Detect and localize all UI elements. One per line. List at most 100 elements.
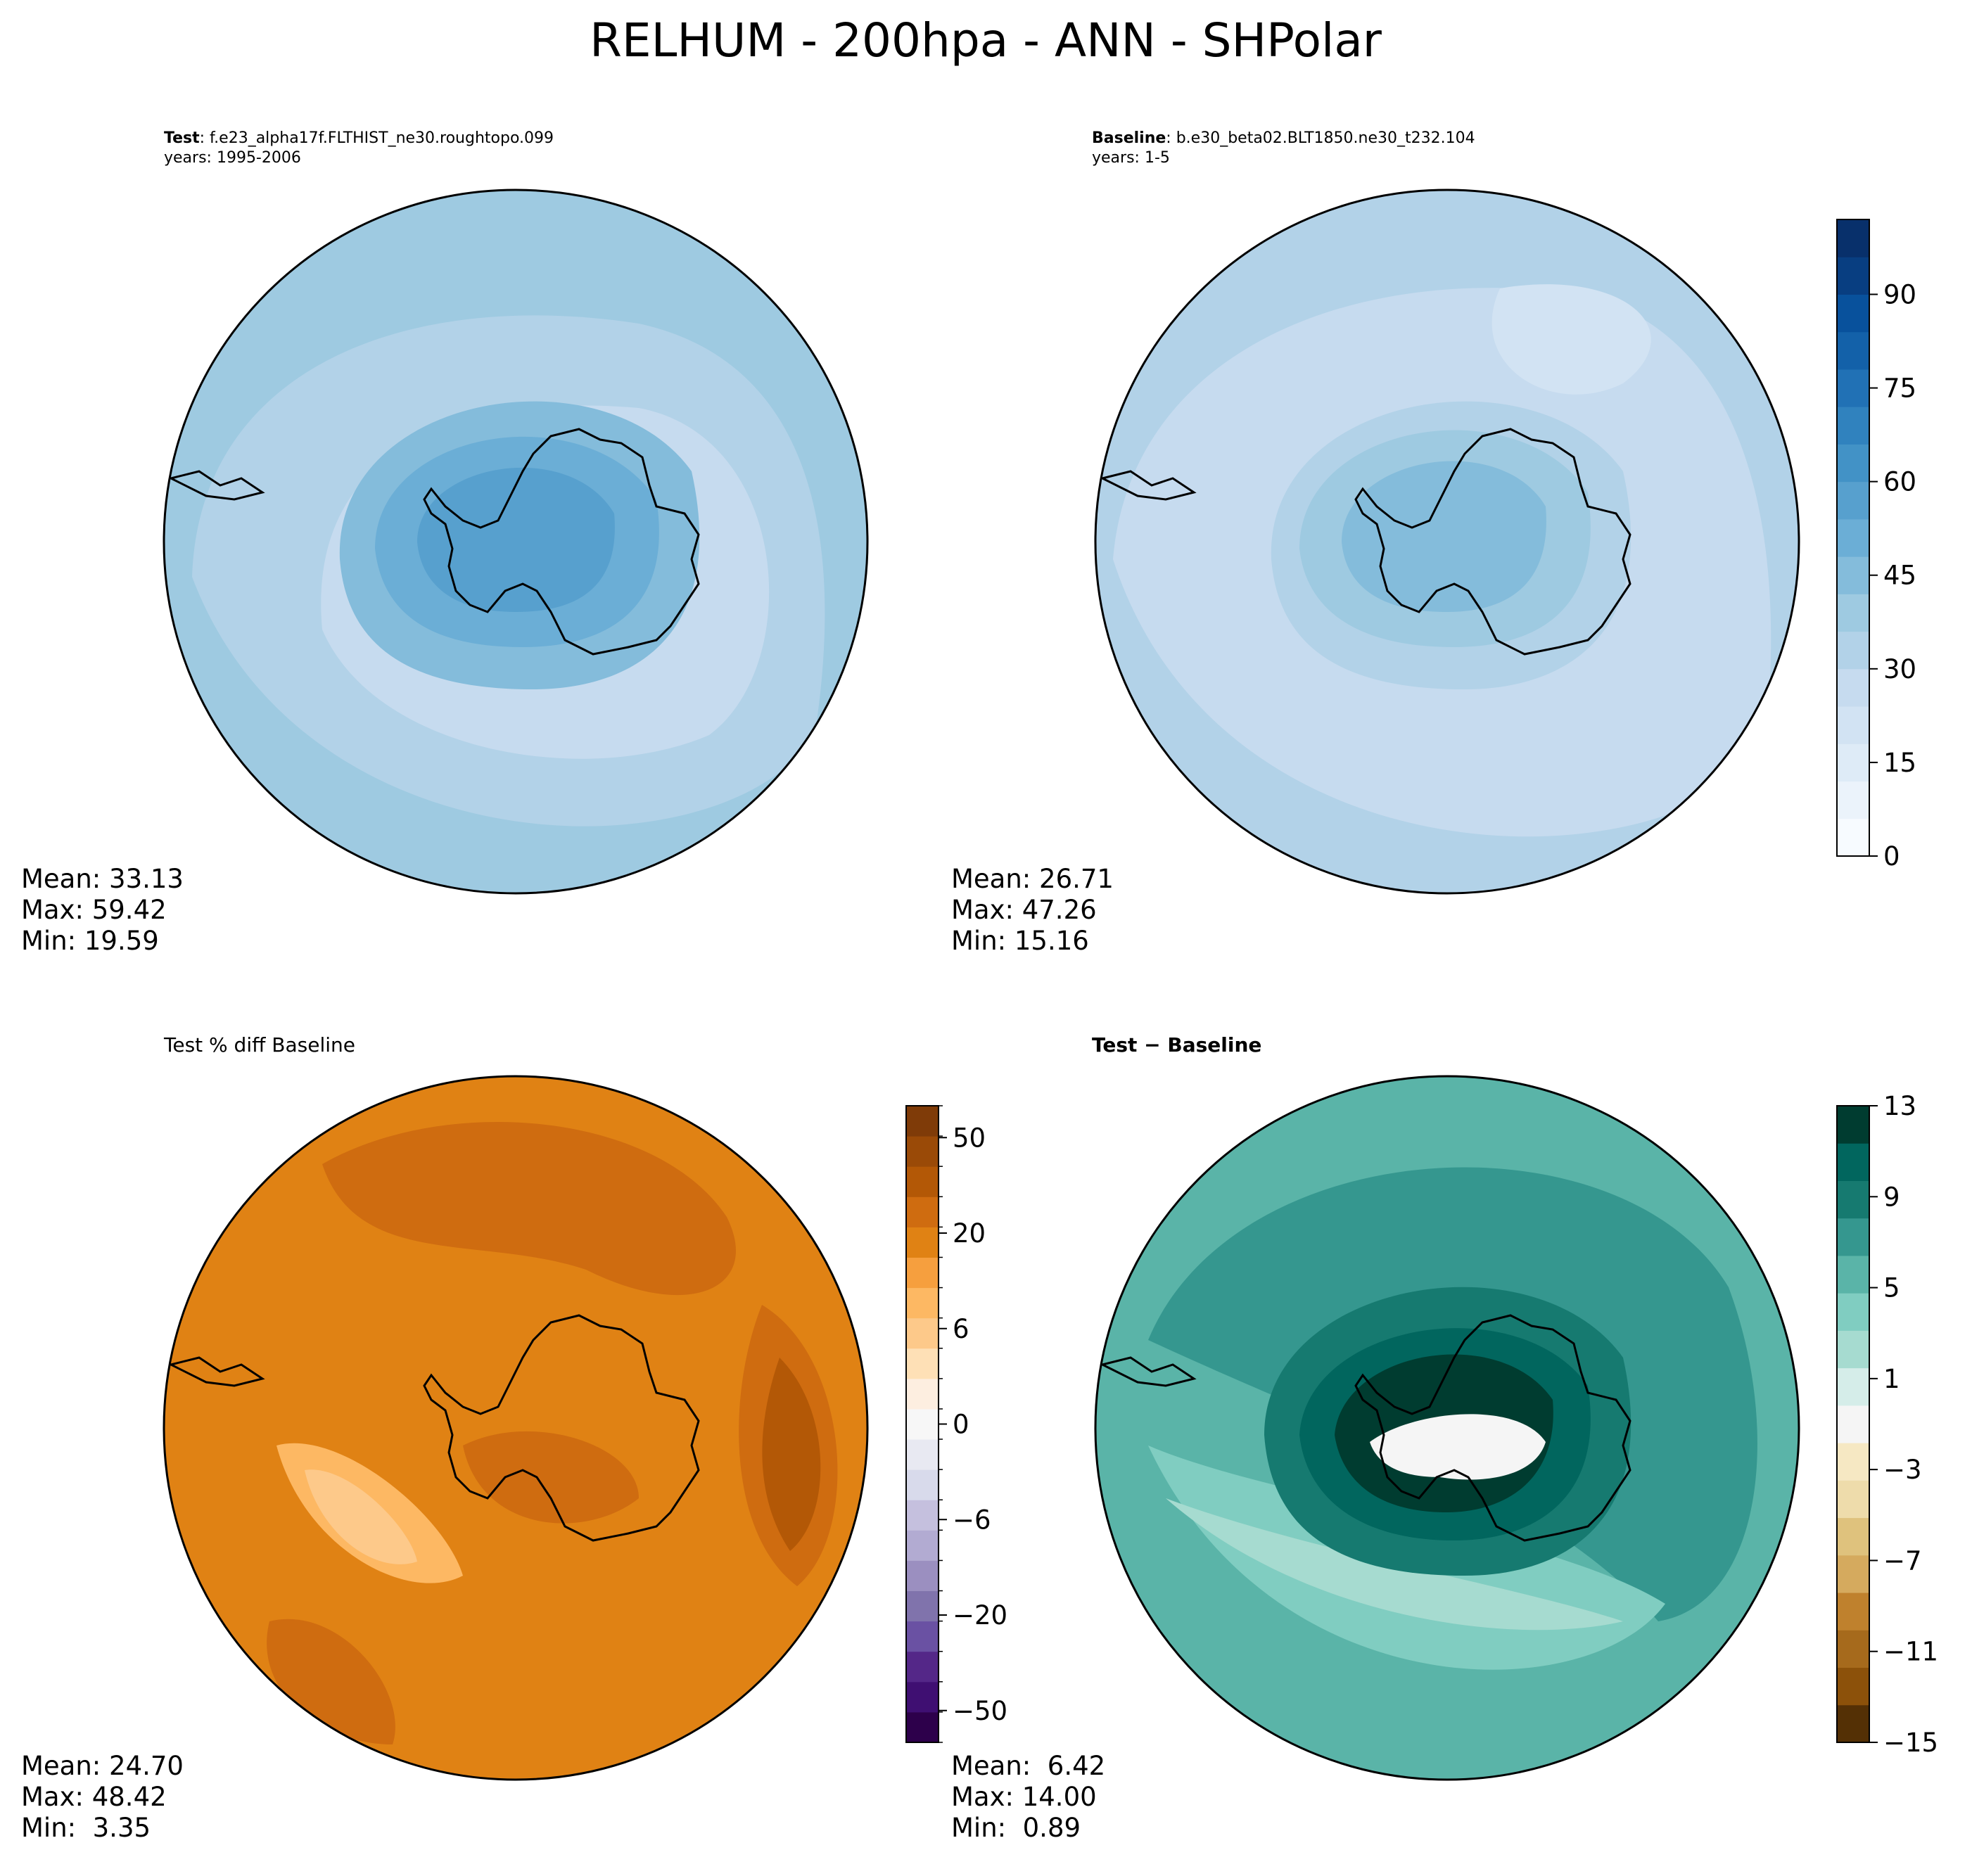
colorbar-swatch: [1837, 1255, 1869, 1294]
colorbar-tick-label: 1: [1883, 1364, 1900, 1394]
coastline-south-america: [167, 470, 265, 501]
contour-field: [164, 1076, 867, 1780]
colorbar-tick-label: −6: [953, 1505, 991, 1535]
stat-line: Max: 14.00: [951, 1782, 1097, 1812]
colorbar-tick-label: 30: [1883, 654, 1916, 684]
stat-line: Mean: 33.13: [21, 864, 184, 894]
colorbar-swatch: [1837, 369, 1869, 407]
colorbar-tick-label: −50: [953, 1696, 1007, 1726]
panel-header-text: Test % diff Baseline: [163, 1033, 355, 1057]
panel-header: Test: f.e23_alpha17f.FLTHIST_ne30.rought…: [164, 129, 554, 147]
contour-field: [1095, 190, 1799, 893]
stat-line: Min: 3.35: [21, 1813, 151, 1843]
colorbar-swatch: [1837, 781, 1869, 819]
colorbar-swatch: [906, 1136, 939, 1167]
colorbar-swatch: [1837, 1367, 1869, 1406]
colorbar-tick-label: 5: [1883, 1273, 1900, 1303]
stat-line: Max: 48.42: [21, 1782, 167, 1812]
coastline-antarctica: [423, 1314, 700, 1542]
colorbar-swatch: [906, 1378, 939, 1410]
map-panel-2: Baseline: b.e30_beta02.BLT1850.ne30_t232…: [951, 129, 1800, 956]
colorbar-swatch: [1837, 744, 1869, 782]
colorbar-swatch: [1837, 1667, 1869, 1706]
colorbar-swatch: [1837, 1593, 1869, 1631]
coastline-antarctica: [423, 428, 700, 656]
colorbar-swatch: [1837, 1218, 1869, 1256]
figure-title: RELHUM - 200hpa - ANN - SHPolar: [590, 13, 1382, 68]
colorbar-tick-label: 13: [1883, 1091, 1916, 1121]
colorbar-swatch: [1837, 257, 1869, 295]
colorbar-swatch: [1837, 444, 1869, 483]
colorbar-swatch: [906, 1317, 939, 1349]
colorbar-2: −50 −20 −6 0 6 20 50: [905, 1105, 1007, 1743]
colorbar-tick-label: −20: [953, 1600, 1007, 1631]
contour-band: [463, 1431, 639, 1524]
colorbar-swatch: [1837, 1555, 1869, 1593]
colorbar-swatch: [1837, 481, 1869, 520]
colorbar-swatch: [906, 1530, 939, 1561]
colorbar-tick-label: 60: [1883, 467, 1916, 497]
colorbar-tick-label: 15: [1883, 748, 1916, 778]
panel-subheader: years: 1-5: [1092, 149, 1170, 167]
colorbar-tick-label: 0: [953, 1410, 969, 1440]
colorbars: 0153045607590−50−20−6062050−15−11−7−3159…: [905, 219, 1938, 1758]
colorbar-swatch: [1837, 1630, 1869, 1668]
stat-line: Max: 47.26: [951, 895, 1097, 925]
panel-subheader: years: 1995-2006: [164, 149, 301, 167]
colorbar-tick-label: 75: [1883, 374, 1916, 404]
colorbar-swatch: [906, 1621, 939, 1652]
colorbar-swatch: [906, 1166, 939, 1197]
contour-band: [762, 1358, 821, 1551]
colorbar-swatch: [906, 1439, 939, 1470]
map-boundary: [1094, 189, 1800, 895]
colorbar-tick-label: 20: [953, 1218, 986, 1249]
colorbar-swatch: [906, 1590, 939, 1622]
panel-header-bold: Test: [164, 129, 200, 147]
colorbar-swatch: [906, 1681, 939, 1713]
stat-line: Max: 59.42: [21, 895, 167, 925]
colorbar-swatch: [906, 1287, 939, 1319]
colorbar-tick-label: −11: [1883, 1637, 1938, 1667]
colorbar-swatch: [1837, 668, 1869, 707]
colorbar-tick-label: 0: [1883, 841, 1900, 872]
colorbar-swatch: [906, 1197, 939, 1227]
colorbar-swatch: [906, 1408, 939, 1440]
colorbar-swatch: [1837, 1143, 1869, 1181]
stat-line: Min: 19.59: [21, 926, 159, 956]
colorbar-tick-label: 6: [953, 1314, 969, 1344]
stat-line: Min: 0.89: [951, 1813, 1081, 1843]
stat-line: Mean: 6.42: [951, 1751, 1105, 1781]
colorbar-swatch: [1837, 1180, 1869, 1219]
colorbar-swatch: [1837, 818, 1869, 857]
colorbar-swatch: [1837, 1517, 1869, 1556]
colorbar-tick-label: 90: [1883, 279, 1916, 310]
colorbar-swatch: [1837, 594, 1869, 632]
contour-field: [164, 190, 867, 893]
colorbar-swatch: [1837, 1293, 1869, 1331]
colorbar-swatch: [906, 1348, 939, 1379]
colorbar-swatch: [1837, 294, 1869, 333]
colorbar-swatch: [906, 1257, 939, 1289]
panel-header-bold: Baseline: [1092, 129, 1166, 147]
colorbar-swatch: [906, 1651, 939, 1683]
colorbar-swatch: [906, 1500, 939, 1531]
panel-header-bold: Test − Baseline: [1092, 1033, 1261, 1057]
coastline-antarctica: [1354, 428, 1631, 656]
stat-line: Min: 15.16: [951, 926, 1089, 956]
colorbar-swatch: [906, 1227, 939, 1258]
colorbar-swatch: [1837, 518, 1869, 557]
coastline-south-america: [167, 1356, 265, 1387]
colorbar-swatch: [1837, 1106, 1869, 1144]
map-panel-1: Test: f.e23_alpha17f.FLTHIST_ne30.rought…: [21, 129, 869, 956]
colorbar-swatch: [1837, 631, 1869, 670]
colorbar-swatch: [1837, 1480, 1869, 1519]
contour-band: [305, 1469, 417, 1564]
map-boundary: [163, 189, 869, 895]
contour-band: [267, 1619, 395, 1744]
contour-band: [417, 467, 615, 612]
colorbar-frame: [1836, 1105, 1870, 1743]
colorbar-swatch: [1837, 1330, 1869, 1369]
